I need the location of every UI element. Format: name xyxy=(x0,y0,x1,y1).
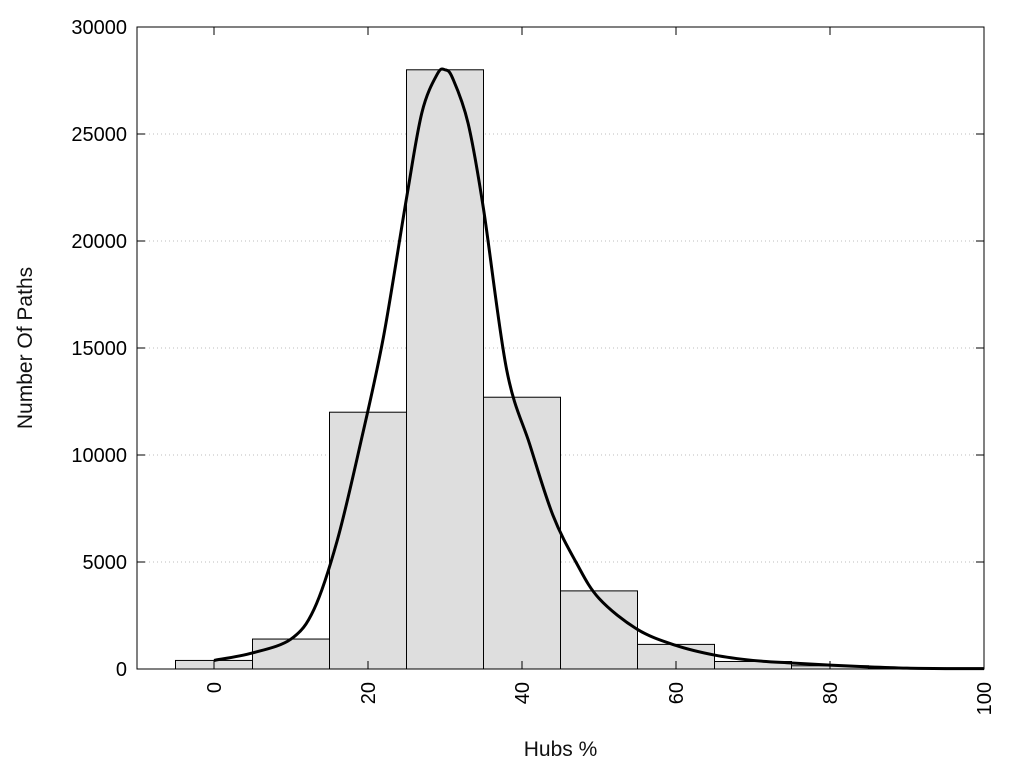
x-tick-label: 0 xyxy=(204,682,226,693)
x-tick-labels: 0 20 40 60 80 100 xyxy=(204,682,996,715)
y-tick-label: 10000 xyxy=(71,445,127,467)
y-tick-labels: 0 5000 10000 15000 20000 25000 30000 xyxy=(71,17,127,681)
density-curve-layer xyxy=(213,67,985,671)
y-tick-label: 30000 xyxy=(71,17,127,39)
y-axis-label: Number Of Paths xyxy=(14,267,37,429)
histogram-bar xyxy=(560,590,638,670)
x-tick-label: 20 xyxy=(358,682,380,704)
axis-ticks xyxy=(137,26,985,670)
y-tick-label: 0 xyxy=(116,659,127,681)
histogram-bar xyxy=(329,411,407,670)
histogram-bar xyxy=(483,396,561,670)
x-axis-label: Hubs % xyxy=(524,738,598,761)
histogram-bar xyxy=(406,69,484,670)
histogram-bar xyxy=(252,638,330,670)
y-tick-label: 15000 xyxy=(71,338,127,360)
x-tick-label: 80 xyxy=(820,682,842,704)
y-tick-label: 5000 xyxy=(83,552,128,574)
x-tick-label: 40 xyxy=(512,682,534,704)
y-tick-label: 25000 xyxy=(71,124,127,146)
y-tick-label: 20000 xyxy=(71,231,127,253)
histogram-bars xyxy=(175,69,985,670)
density-curve xyxy=(213,67,985,671)
x-tick-label: 60 xyxy=(666,682,688,704)
x-tick-label: 100 xyxy=(974,682,996,715)
